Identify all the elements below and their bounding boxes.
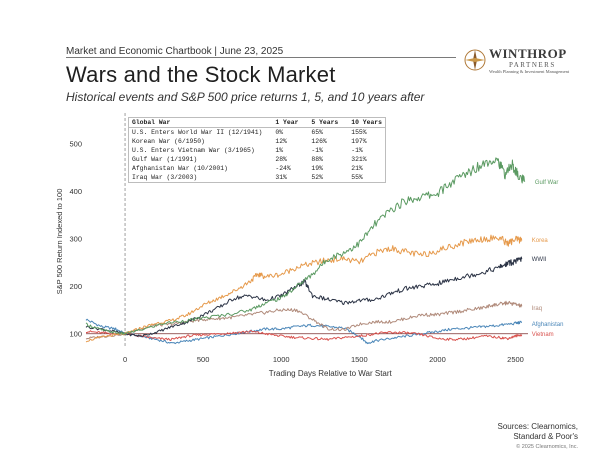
y-tick-label: 400 — [69, 187, 82, 196]
table-cell: 28% — [275, 155, 287, 163]
table-row: Gulf War (1/1991) 28% 88% 321% — [129, 155, 385, 164]
x-axis-title: Trading Days Relative to War Start — [269, 369, 393, 378]
table-cell: Iraq War (3/2003) — [132, 173, 198, 181]
series-line-korea — [85, 234, 523, 343]
logo-tagline: Wealth Planning & Investment Management — [489, 69, 570, 74]
chartbook-header: Market and Economic Chartbook | June 23,… — [66, 46, 284, 57]
table-cell: -24% — [275, 164, 291, 172]
table-cell: 12% — [275, 137, 287, 145]
table-cell: 31% — [275, 173, 287, 181]
table-cell: 19% — [311, 164, 323, 172]
series-label: Afghanistan — [532, 322, 564, 328]
y-tick-label: 100 — [69, 330, 82, 339]
winthrop-logo: WINTHROP PARTNERS Wealth Planning & Inve… — [463, 44, 583, 78]
table-cell: 321% — [351, 155, 367, 163]
sources-line-1: Sources: Clearnomics, — [497, 422, 578, 431]
series-label: Iraq — [532, 306, 542, 312]
series-line-vietnam — [86, 330, 523, 341]
table-cell: 21% — [351, 164, 363, 172]
x-tick-label: 0 — [123, 355, 127, 364]
table-cell: 52% — [311, 173, 323, 181]
table-row: U.S. Enters World War II (12/1941) 0% 65% 1… — [129, 128, 385, 138]
series-label: Gulf War — [535, 180, 558, 186]
table-row: Iraq War (3/2003) 31% 52% 55% — [129, 173, 385, 182]
y-axis-title: S&P 500 Return Indexed to 100 — [55, 189, 64, 295]
table-header: 1 Year — [265, 118, 302, 128]
sources-note: Sources: Clearnomics, Standard & Poor's — [498, 422, 578, 442]
sources-line-2: Standard & Poor's — [513, 432, 578, 441]
header-rule — [66, 57, 456, 58]
table-header: 5 Years — [301, 118, 342, 128]
y-tick-label: 200 — [69, 282, 82, 291]
table-cell: U.S. Enters World War II (12/1941) — [132, 128, 263, 136]
series-line-iraq — [85, 300, 523, 340]
table-cell: 0% — [275, 128, 284, 136]
table-cell: 65% — [311, 128, 323, 136]
copyright: © 2025 Clearnomics, Inc. — [516, 444, 578, 450]
series-label: Korea — [532, 238, 549, 244]
table-cell: 126% — [311, 137, 327, 145]
table-row: Korean War (6/1950) 12% 126% 197% — [129, 137, 385, 146]
table-header: 10 Years — [341, 118, 385, 128]
x-tick-label: 1500 — [351, 355, 368, 364]
x-tick-label: 500 — [197, 355, 210, 364]
table-header: Global War — [129, 118, 266, 128]
table-cell: Korean War (6/1950) — [132, 137, 205, 145]
logo-name: WINTHROP — [489, 46, 567, 61]
series-label: Vietnam — [532, 332, 554, 338]
y-tick-label: 300 — [69, 235, 82, 244]
table-cell: 1% — [275, 146, 284, 154]
x-tick-label: 2500 — [507, 355, 524, 364]
x-tick-label: 2000 — [429, 355, 446, 364]
logo-sub: PARTNERS — [509, 61, 556, 69]
series-line-gulf-war — [85, 157, 526, 335]
table-cell: U.S. Enters Vietnam War (3/1965) — [132, 146, 255, 154]
page-subtitle: Historical events and S&P 500 price retu… — [66, 90, 425, 104]
series-label: WWII — [532, 257, 547, 263]
table-cell: 155% — [351, 128, 367, 136]
table-cell: Gulf War (1/1991) — [132, 155, 198, 163]
table-cell: Afghanistan War (10/2001) — [132, 164, 228, 172]
table-cell: 55% — [351, 173, 363, 181]
table-cell: 197% — [351, 137, 367, 145]
table-header-row: Global War 1 Year 5 Years 10 Years — [129, 118, 385, 128]
page-title: Wars and the Stock Market — [66, 62, 336, 87]
y-tick-label: 500 — [69, 140, 82, 149]
table-row: U.S. Enters Vietnam War (3/1965) 1% -1% -1% — [129, 146, 385, 155]
table-cell: 88% — [311, 155, 323, 163]
table-cell: -1% — [351, 146, 363, 154]
table-cell: -1% — [311, 146, 323, 154]
series-line-wwii — [85, 256, 523, 337]
table-row: Afghanistan War (10/2001) -24% 19% 21% — [129, 164, 385, 173]
series-line-afghanistan — [85, 318, 522, 345]
x-tick-label: 1000 — [273, 355, 290, 364]
compass-icon — [464, 49, 486, 71]
returns-table: Global War 1 Year 5 Years 10 Years U.S. … — [128, 117, 386, 183]
